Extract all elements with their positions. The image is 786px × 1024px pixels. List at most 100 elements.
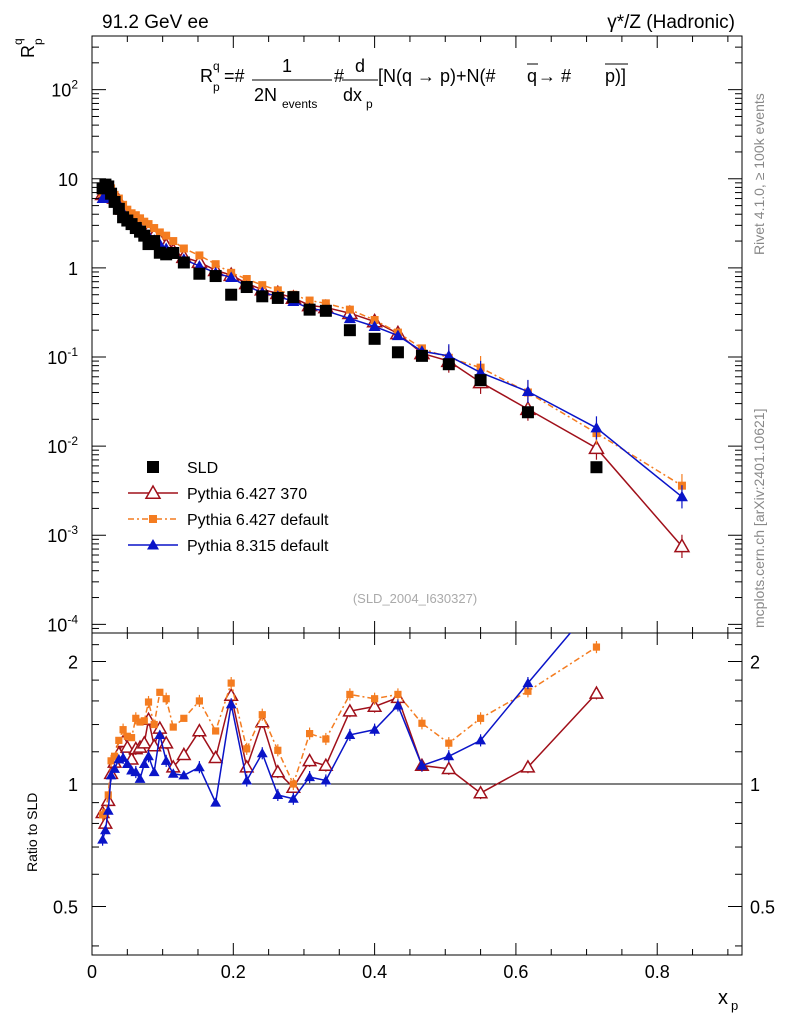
pythia-6-427-370-ratio-point <box>302 753 318 767</box>
svg-text:p: p <box>366 97 373 111</box>
svg-text:p)]: p)] <box>605 66 626 86</box>
pythia-8-315-default-ratio-point <box>138 758 150 769</box>
process-label: γ*/Z (Hadronic) <box>607 12 735 33</box>
y-tick-label: 102 <box>51 78 78 101</box>
pythia-8-315-default-ratio-point <box>109 763 121 773</box>
svg-text:R: R <box>200 66 213 86</box>
pythia-6-427-default-point <box>140 217 149 226</box>
pythia-6-427-default-point <box>242 275 251 284</box>
pythia-8-315-default-point <box>442 349 455 361</box>
formula: R q p =# 1 2N events # d dx p [N(q → p)+… <box>200 56 628 111</box>
pythia-6-427-default-point <box>150 224 159 233</box>
pythia-8-315-default-ratio-point <box>392 700 404 710</box>
sld-point <box>303 303 316 316</box>
pythia-8-315-default-point <box>391 329 404 341</box>
sld-point <box>474 374 487 387</box>
pythia-8-315-default-ratio-point <box>134 773 146 783</box>
sld-point <box>287 291 300 304</box>
pythia-6-427-default-ratio-point <box>289 780 297 788</box>
ratio-tick-label: 1 <box>68 775 78 795</box>
pythia-8-315-default-point <box>521 385 534 397</box>
pythia-6-427-default-point <box>136 214 145 223</box>
pythia-8-315-default-point <box>368 320 381 331</box>
pythia-8-315-default-point <box>343 312 356 324</box>
pythia-8-315-default-ratio-point <box>344 729 356 739</box>
pythia-8-315-default-ratio-point <box>272 789 284 799</box>
svg-text:d: d <box>355 56 365 76</box>
pythia-6-427-default-ratio-point <box>322 735 330 743</box>
svg-text:q: q <box>213 59 220 73</box>
svg-text:p: p <box>213 80 220 94</box>
pythia-8-315-default-ratio-point <box>475 734 486 745</box>
svg-text:=#: =# <box>224 66 245 86</box>
legend-marker-sld <box>147 461 159 473</box>
pythia-6-427-default-point <box>305 296 314 305</box>
x-tick-label: 0.6 <box>503 962 528 982</box>
pythia-8-315-default-ratio-point <box>100 824 111 835</box>
pythia-8-315-default-ratio-point <box>416 760 428 770</box>
ratio-tick-label-right: 0.5 <box>750 897 775 917</box>
svg-text:p: p <box>731 998 738 1013</box>
legend-marker-pythia-6-427-default <box>149 515 157 523</box>
pythia-6-427-default-ratio-point <box>346 690 354 699</box>
pythia-6-427-default-ratio-point <box>524 687 532 695</box>
svg-text:p: p <box>31 38 45 45</box>
pythia-6-427-default-ratio-point <box>140 717 148 725</box>
svg-text:→ #: → # <box>538 66 571 86</box>
pythia-6-427-default-ratio-point <box>111 752 119 760</box>
pythia-6-427-370-ratio-point <box>342 703 358 717</box>
sld-point <box>167 246 180 259</box>
pythia-8-315-default-ratio-point <box>591 597 602 606</box>
pythia-6-427-default-point <box>144 220 153 229</box>
svg-text:q: q <box>11 38 25 45</box>
mcplots-label: mcplots.cern.ch [arXiv:2401.10621] <box>751 409 767 628</box>
x-axis-title: x p <box>718 987 738 1013</box>
ratio-plot-layer <box>92 597 742 846</box>
svg-text:x: x <box>718 987 728 1009</box>
pythia-6-427-370-ratio-point <box>318 757 334 772</box>
pythia-6-427-default-ratio-point <box>144 698 153 706</box>
svg-text:#: # <box>334 66 344 86</box>
pythia-6-427-default-ratio-point <box>104 791 112 799</box>
pythia-6-427-default-ratio-point <box>243 745 251 753</box>
svg-text:dx: dx <box>343 85 362 105</box>
pythia-6-427-default-ratio-point <box>150 720 158 729</box>
sld-point <box>209 270 222 283</box>
pythia-6-427-default-ratio-point <box>476 714 485 722</box>
pythia-6-427-default-ratio-point <box>169 723 177 731</box>
sld-point <box>177 256 190 269</box>
pythia-8-315-default-ratio-point <box>167 768 179 778</box>
svg-text:[N(q → p)+N(#: [N(q → p)+N(# <box>378 66 496 86</box>
legend-label-pythia-6-427-default: Pythia 6.427 default <box>187 512 329 529</box>
legend-label-pythia-8-315-default: Pythia 8.315 default <box>187 538 329 555</box>
y-axis-title: R q p <box>11 38 45 58</box>
ratio-tick-label-right: 2 <box>750 653 760 673</box>
sld-point <box>391 346 404 359</box>
sld-point <box>193 267 206 280</box>
pythia-6-427-default-ratio-point <box>394 690 402 699</box>
pythia-6-427-default-point <box>321 299 330 308</box>
sld-point <box>256 290 269 303</box>
ratio-plot-frame <box>91 632 743 956</box>
pythia-8-315-default-ratio-point <box>241 775 253 785</box>
pythia-6-427-default-ratio-point <box>592 643 601 651</box>
pythia-8-315-default-ratio-point <box>256 747 268 758</box>
legend-marker-pythia-8-315-default <box>147 539 159 550</box>
pythia-6-427-370-ratio-point <box>367 698 383 713</box>
sld-point <box>343 324 356 337</box>
pythia-6-427-default-ratio-point <box>107 757 115 765</box>
pythia-8-315-default-ratio-point <box>443 750 455 761</box>
pythia-6-427-default-point <box>155 228 164 237</box>
pythia-8-315-default-ratio-point <box>160 755 172 765</box>
svg-text:1: 1 <box>282 56 292 76</box>
pythia-6-427-default-ratio-point <box>227 679 235 687</box>
pythia-6-427-default-ratio-point <box>212 727 220 735</box>
pythia-6-427-370-ratio-point <box>176 746 192 761</box>
ratio-tick-label-right: 1 <box>750 775 760 795</box>
pythia-8-315-default-ratio-point <box>130 766 142 777</box>
x-tick-label: 0.4 <box>362 962 387 982</box>
pythia-6-427-default-ratio-point <box>115 736 123 744</box>
sld-point <box>225 288 238 301</box>
pythia-8-315-default-ratio-point <box>320 775 332 785</box>
pythia-6-427-370-ratio-point <box>588 685 605 699</box>
